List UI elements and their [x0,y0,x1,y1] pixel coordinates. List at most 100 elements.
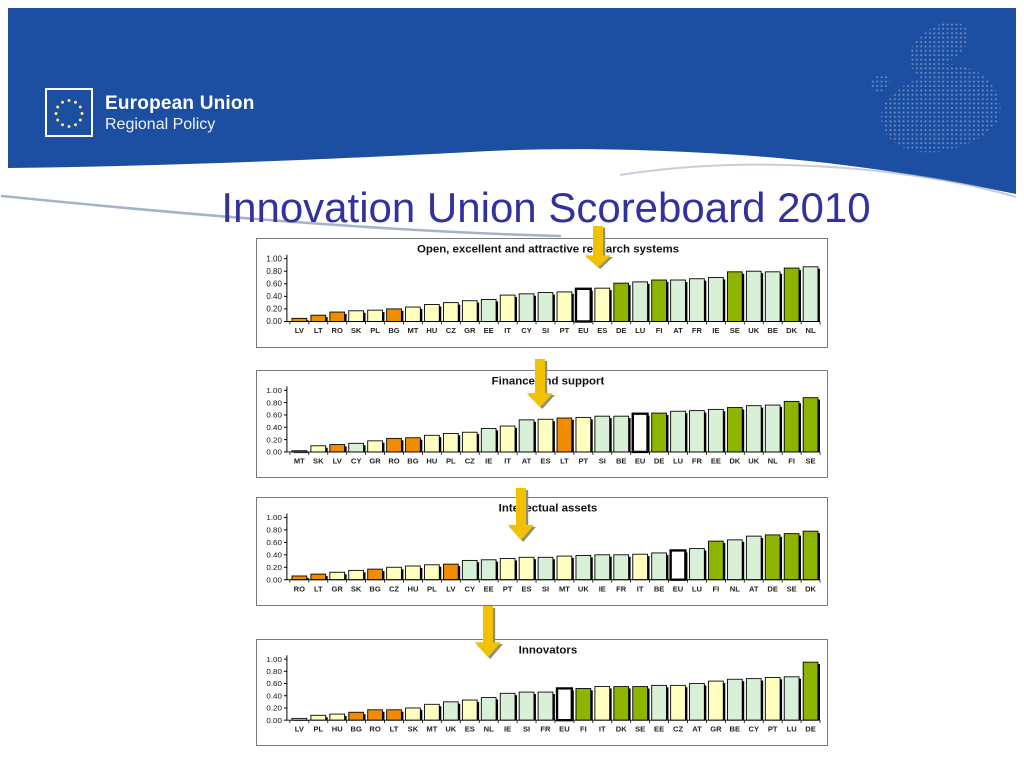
svg-text:PL: PL [427,584,437,593]
svg-text:0.80: 0.80 [266,667,282,676]
svg-text:EU: EU [578,326,588,335]
svg-text:DK: DK [616,725,628,734]
svg-text:PT: PT [560,326,570,335]
svg-text:GR: GR [464,326,476,335]
svg-text:NL: NL [806,326,816,335]
down-arrow-icon [508,488,536,542]
down-arrow-icon [527,359,555,409]
svg-text:1.00: 1.00 [266,386,282,395]
svg-text:BG: BG [407,457,419,466]
svg-text:BG: BG [350,725,362,734]
svg-text:SE: SE [806,457,816,466]
bar-chart-research-systems: Open, excellent and attractive research … [266,244,821,335]
svg-text:Open, excellent and attractive: Open, excellent and attractive research … [417,244,679,256]
svg-text:EE: EE [484,584,494,593]
svg-text:AT: AT [522,457,532,466]
svg-text:CZ: CZ [446,326,456,335]
svg-text:0.80: 0.80 [266,526,282,535]
svg-text:ES: ES [522,584,532,593]
svg-text:FI: FI [788,457,795,466]
svg-text:PT: PT [768,725,778,734]
svg-text:PT: PT [503,584,513,593]
svg-text:LU: LU [635,326,645,335]
svg-text:PL: PL [313,725,323,734]
svg-text:0.00: 0.00 [266,317,282,326]
svg-text:HU: HU [426,326,437,335]
bar-chart-innovators: Innovators 0.00 0.20 0.40 0.60 0.80 1.00 LV PL HU… [266,645,821,734]
svg-text:GR: GR [332,584,344,593]
svg-text:0.40: 0.40 [266,551,282,560]
svg-text:DE: DE [805,725,816,734]
svg-text:ES: ES [540,457,550,466]
svg-text:DK: DK [729,457,741,466]
svg-text:0.20: 0.20 [266,563,282,572]
svg-text:0.60: 0.60 [266,679,282,688]
svg-text:NL: NL [730,584,741,593]
svg-text:SK: SK [351,584,362,593]
svg-text:PL: PL [370,326,380,335]
svg-text:UK: UK [445,725,457,734]
svg-text:LV: LV [295,326,304,335]
svg-text:FR: FR [616,584,627,593]
chart-intellectual-assets: Intellectual assets 0.00 0.20 0.40 0.60 0.80 1… [256,497,828,606]
svg-text:FR: FR [540,725,551,734]
svg-text:0.40: 0.40 [266,692,282,701]
svg-text:0.60: 0.60 [266,411,282,420]
bar-chart-finance-support: Finance and support 0.00 0.20 0.40 0.60 0.80 1… [266,376,821,466]
svg-text:LU: LU [673,457,683,466]
svg-text:IE: IE [504,725,511,734]
bar-chart-intellectual-assets: Intellectual assets 0.00 0.20 0.40 0.60 0.80 1… [266,503,821,593]
svg-text:EU: EU [635,457,646,466]
svg-text:0.40: 0.40 [266,423,282,432]
svg-text:FI: FI [580,725,587,734]
svg-text:IE: IE [485,457,492,466]
svg-text:DE: DE [616,326,626,335]
svg-text:UK: UK [748,326,760,335]
svg-text:Innovators: Innovators [519,645,578,657]
svg-text:0.00: 0.00 [266,716,282,725]
svg-text:AT: AT [673,326,683,335]
svg-text:RO: RO [294,584,306,593]
svg-text:IE: IE [712,326,719,335]
svg-text:IT: IT [599,725,606,734]
svg-text:RO: RO [332,326,344,335]
svg-text:LT: LT [390,725,399,734]
svg-text:SK: SK [351,326,362,335]
svg-text:AT: AT [692,725,702,734]
svg-text:DE: DE [767,584,778,593]
svg-text:0.20: 0.20 [266,435,282,444]
svg-text:MT: MT [559,584,570,593]
svg-text:LV: LV [295,725,304,734]
svg-text:SE: SE [635,725,645,734]
europe-dotted-map-icon [870,21,1001,153]
svg-text:GR: GR [710,725,722,734]
svg-text:IT: IT [504,326,511,335]
header-gray-curve [0,194,562,238]
svg-text:0.00: 0.00 [266,576,282,585]
svg-text:HU: HU [332,725,343,734]
chart-innovators: Innovators 0.00 0.20 0.40 0.60 0.80 1.00 LV PL HU… [256,639,828,746]
svg-text:MT: MT [426,725,437,734]
svg-text:0.40: 0.40 [266,292,282,301]
svg-text:MT: MT [407,326,418,335]
logo-text: European Union Regional Policy [105,93,255,133]
svg-text:Finance and support: Finance and support [492,376,605,388]
svg-text:1.00: 1.00 [266,513,282,522]
svg-text:GR: GR [369,457,381,466]
logo-subtitle: Regional Policy [105,115,216,133]
svg-text:EE: EE [484,326,494,335]
svg-text:BE: BE [730,725,741,734]
svg-text:LV: LV [446,584,455,593]
svg-text:Intellectual assets: Intellectual assets [499,503,598,515]
eu-logo: European Union Regional Policy [45,88,255,137]
svg-text:BE: BE [616,457,627,466]
svg-text:1.00: 1.00 [266,655,282,664]
svg-text:SI: SI [542,584,549,593]
svg-text:DK: DK [805,584,817,593]
svg-text:UK: UK [748,457,760,466]
svg-text:HU: HU [407,584,418,593]
svg-text:FI: FI [656,326,663,335]
svg-text:CY: CY [464,584,475,593]
svg-text:NL: NL [768,457,779,466]
